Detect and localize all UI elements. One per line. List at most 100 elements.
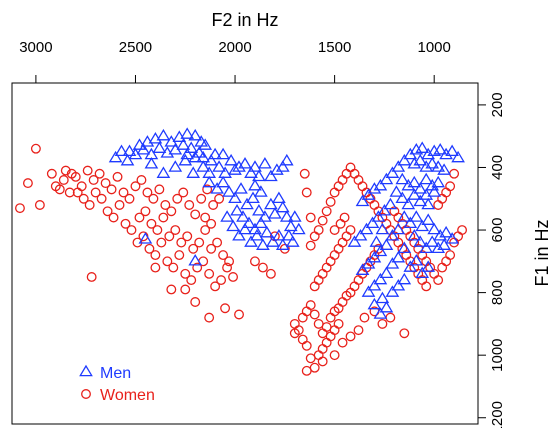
data-point-men <box>437 163 451 175</box>
data-point-women <box>309 231 320 242</box>
data-point-women <box>317 268 328 279</box>
data-point-men <box>264 169 278 182</box>
data-point-women <box>34 200 45 210</box>
data-point-women <box>90 187 101 198</box>
data-point-women <box>190 297 201 307</box>
y-axis-label: F1 in Hz <box>532 219 552 286</box>
data-point-men <box>272 191 286 204</box>
data-point-men <box>403 216 418 229</box>
data-point-men <box>218 166 232 178</box>
data-point-women <box>194 237 205 248</box>
data-point-women <box>152 225 163 235</box>
data-point-women <box>369 200 380 210</box>
data-point-men <box>379 238 394 250</box>
data-point-women <box>220 303 231 314</box>
data-point-women <box>339 212 350 223</box>
data-point-women <box>329 350 340 361</box>
data-point-women <box>166 284 177 295</box>
data-point-men <box>367 182 382 194</box>
data-point-men <box>415 219 430 232</box>
data-point-women <box>224 256 235 267</box>
data-point-men <box>445 232 459 244</box>
data-point-men <box>234 182 248 194</box>
data-point-women <box>353 275 364 286</box>
data-point-women <box>86 272 97 282</box>
data-point-women <box>325 196 336 207</box>
data-point-men <box>437 238 451 250</box>
data-point-men <box>425 157 440 169</box>
data-point-men <box>371 210 386 222</box>
data-point-men <box>431 175 446 188</box>
legend-label-men: Men <box>100 365 131 382</box>
data-point-women <box>313 275 324 286</box>
data-point-women <box>301 187 312 198</box>
data-point-women <box>180 284 191 295</box>
data-point-men <box>445 144 459 157</box>
data-point-men <box>391 250 406 263</box>
data-point-men <box>427 222 442 235</box>
data-point-women <box>142 187 153 198</box>
data-point-women <box>212 237 223 248</box>
data-point-women <box>301 306 312 317</box>
data-point-women <box>208 200 219 210</box>
data-point-men <box>222 185 236 197</box>
data-point-women <box>349 168 360 179</box>
data-point-women <box>385 312 396 323</box>
series-men <box>108 127 465 319</box>
data-point-women <box>168 262 179 273</box>
data-point-men <box>413 235 428 247</box>
data-point-women <box>337 297 348 307</box>
data-point-men <box>252 204 266 216</box>
data-point-men <box>240 197 254 210</box>
data-point-men <box>361 285 376 297</box>
data-point-men <box>226 219 240 232</box>
data-point-men <box>377 204 392 216</box>
data-point-men <box>224 153 238 166</box>
data-point-men <box>431 241 446 254</box>
data-point-women <box>329 325 340 336</box>
data-point-men <box>439 225 453 238</box>
data-point-men <box>236 210 250 222</box>
data-point-women <box>353 325 364 336</box>
data-point-women <box>58 175 69 185</box>
data-point-women <box>333 181 344 192</box>
data-point-men <box>397 272 412 285</box>
data-point-women <box>210 281 221 292</box>
y-tick-label: 1200 <box>489 401 506 428</box>
data-point-men <box>395 172 410 185</box>
data-point-women <box>72 187 83 198</box>
data-point-men <box>285 235 300 247</box>
data-point-women <box>433 200 444 210</box>
data-point-men <box>359 222 374 235</box>
data-point-women <box>222 262 233 273</box>
data-point-women <box>445 181 456 192</box>
data-point-men <box>248 160 262 172</box>
data-point-women <box>118 187 129 198</box>
data-point-women <box>124 193 135 204</box>
data-point-women <box>309 362 320 373</box>
data-point-women <box>257 262 268 273</box>
data-point-women <box>140 206 151 217</box>
data-point-men <box>379 266 394 279</box>
data-point-women <box>166 206 177 217</box>
data-point-women <box>457 225 468 235</box>
data-point-women <box>146 218 157 229</box>
data-point-women <box>186 275 197 286</box>
data-point-women <box>218 250 229 261</box>
data-point-men <box>361 257 376 269</box>
data-point-men <box>202 175 217 188</box>
data-point-women <box>214 193 225 204</box>
data-point-men <box>407 229 422 241</box>
data-point-men <box>375 291 390 304</box>
data-point-women <box>399 328 410 339</box>
data-point-men <box>230 204 244 216</box>
data-point-women <box>325 256 336 267</box>
data-point-men <box>108 150 123 163</box>
data-point-women <box>148 193 159 204</box>
data-point-men <box>385 229 400 241</box>
data-point-women <box>309 309 320 320</box>
data-point-women <box>289 328 300 339</box>
x-tick-label: 1000 <box>418 39 451 56</box>
data-point-men <box>369 235 384 247</box>
